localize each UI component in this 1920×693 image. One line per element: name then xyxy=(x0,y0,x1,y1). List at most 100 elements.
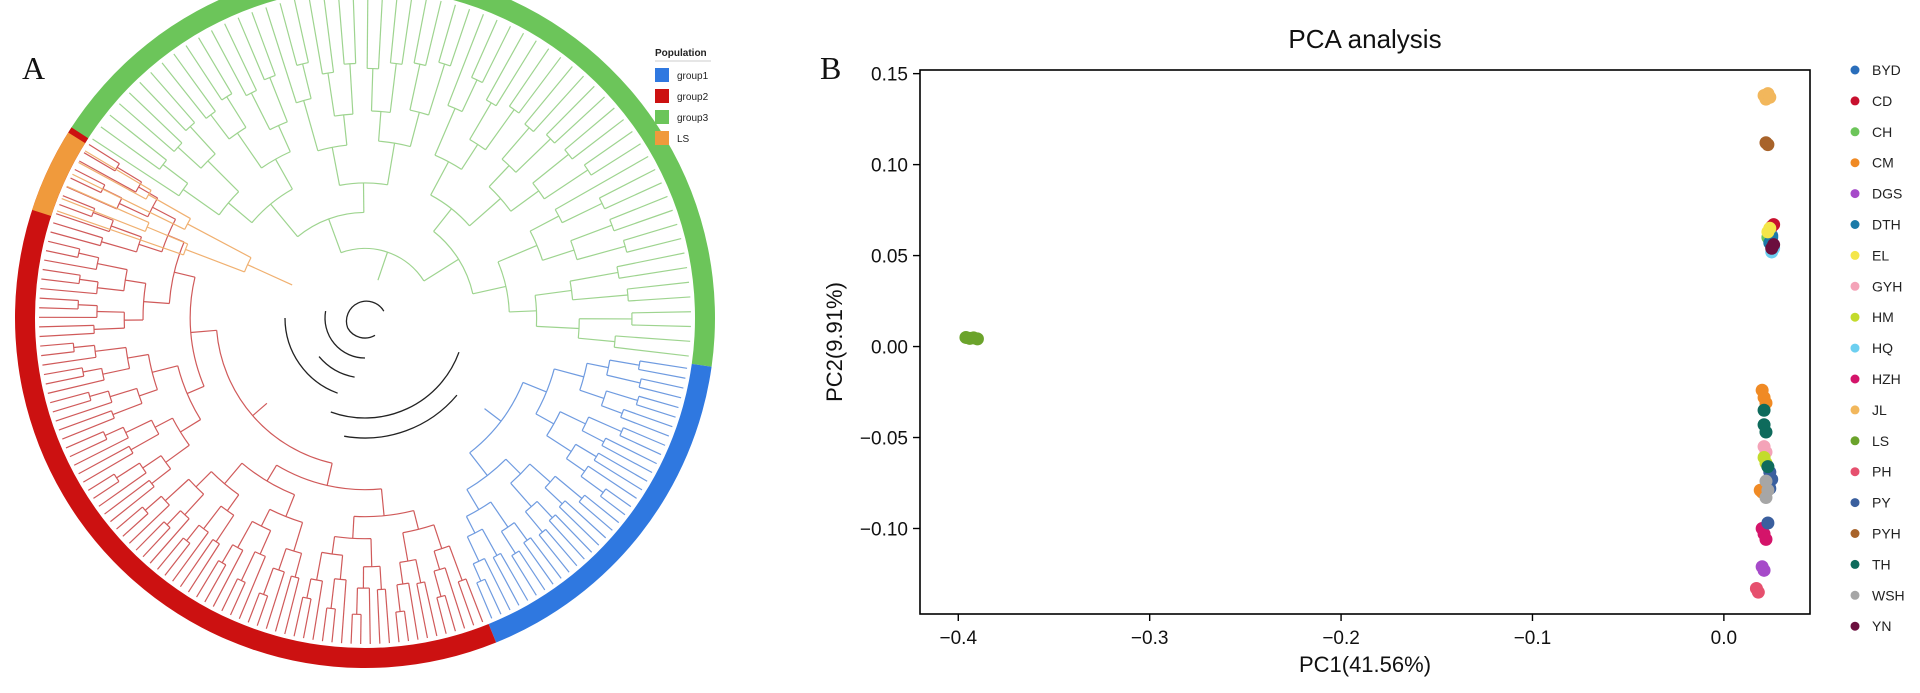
point-HZH xyxy=(1759,533,1772,546)
tree-branch xyxy=(113,403,142,414)
tree-branch xyxy=(506,459,521,474)
tree-branch xyxy=(639,369,686,378)
tree-branch xyxy=(466,516,474,533)
tree-branch xyxy=(186,249,245,272)
tree-branch xyxy=(555,476,582,498)
legend-label-CH: CH xyxy=(1872,124,1892,140)
tree-branch xyxy=(414,511,419,530)
x-tick-label: −0.2 xyxy=(1322,628,1360,649)
legend-label-group1: group1 xyxy=(677,71,709,82)
tree-branch xyxy=(216,515,234,542)
tree-branch xyxy=(417,584,428,638)
tree-branch xyxy=(466,579,483,622)
tree-branch xyxy=(493,557,519,605)
tree-branch xyxy=(400,562,403,584)
tree-branch xyxy=(467,489,479,509)
point-WSH xyxy=(1759,491,1772,504)
tree-branch xyxy=(128,355,149,359)
point-PYH xyxy=(1761,138,1774,151)
tree-branch xyxy=(238,521,253,547)
tree-branch xyxy=(222,545,233,563)
tree-branch xyxy=(145,496,161,510)
legend-marker-GYH xyxy=(1851,282,1860,291)
tree-branch xyxy=(62,418,114,439)
tree-branch xyxy=(525,512,542,532)
tree-branch xyxy=(449,546,462,580)
tree-branch xyxy=(42,357,96,365)
tree-branch xyxy=(295,553,301,577)
tree-branch xyxy=(546,86,594,134)
tree-branch xyxy=(409,583,418,640)
tree-branch xyxy=(279,126,291,152)
tree-branch xyxy=(545,488,562,504)
tree-branch xyxy=(397,585,400,612)
tree-branch xyxy=(97,264,127,270)
tree-branch xyxy=(125,280,145,283)
tree-branch xyxy=(211,30,246,95)
tree-branch xyxy=(155,418,172,427)
tree-branch xyxy=(101,242,136,252)
tree-branch xyxy=(152,366,178,373)
tree-branch xyxy=(390,64,396,113)
tree-branch xyxy=(190,127,215,154)
tree-branch xyxy=(636,405,675,418)
tree-branch xyxy=(105,427,123,435)
tree-branch xyxy=(587,363,608,367)
y-tick-label: 0.15 xyxy=(871,65,908,86)
tree-branch xyxy=(44,368,82,375)
tree-branch xyxy=(143,456,161,468)
tree-branch xyxy=(43,270,81,276)
tree-branch xyxy=(617,253,685,267)
tree-branch xyxy=(639,396,679,407)
tree-branch xyxy=(204,506,221,529)
legend-marker-HQ xyxy=(1851,344,1860,353)
tree-branch xyxy=(378,0,382,69)
tree-branch xyxy=(582,431,604,442)
tree-branch xyxy=(180,420,200,432)
tree-branch xyxy=(573,295,628,300)
tree-branch xyxy=(614,347,689,356)
chart-title: PCA analysis xyxy=(1288,24,1441,54)
tree-branch xyxy=(110,388,137,396)
tree-branch xyxy=(217,330,332,463)
tree-backbone xyxy=(285,301,459,438)
legend-label-LS: LS xyxy=(677,134,690,145)
tree-branch xyxy=(40,298,79,300)
tree-branch xyxy=(94,328,124,329)
tree-branch xyxy=(197,561,219,598)
tree-branch xyxy=(97,312,124,313)
tree-branch xyxy=(577,246,625,259)
tree-branch xyxy=(404,611,408,641)
tree-branch xyxy=(266,7,296,102)
tree-branch xyxy=(187,525,199,541)
tree-branch xyxy=(470,103,492,140)
tree-branch xyxy=(267,465,277,481)
tree-branch xyxy=(485,110,514,150)
tree-branch xyxy=(238,18,264,80)
legend-marker-PH xyxy=(1851,467,1860,476)
legend-label-CD: CD xyxy=(1872,93,1892,109)
tree-branch xyxy=(434,571,441,596)
tree-branch xyxy=(554,369,584,377)
tree-branch xyxy=(83,368,102,372)
tree-branch xyxy=(570,272,618,281)
tree-branch xyxy=(381,489,384,516)
tree-branch xyxy=(410,112,419,146)
tree-branch xyxy=(584,131,632,164)
tree-branch xyxy=(607,375,640,383)
legend-marker-TH xyxy=(1851,560,1860,569)
tree-branch xyxy=(46,376,84,384)
tree-branch xyxy=(439,5,456,63)
tree-branch xyxy=(350,64,353,114)
legend-label-EL: EL xyxy=(1872,247,1889,263)
legend-label-GYH: GYH xyxy=(1872,278,1902,294)
tree-branch xyxy=(472,20,497,77)
tree-branch xyxy=(123,514,148,537)
tree-branch xyxy=(537,501,552,517)
point-TH xyxy=(1758,404,1771,417)
tree-branch xyxy=(139,244,162,251)
x-tick-label: −0.3 xyxy=(1131,628,1169,649)
tree-branch xyxy=(624,409,673,426)
tree-branch xyxy=(151,72,195,122)
